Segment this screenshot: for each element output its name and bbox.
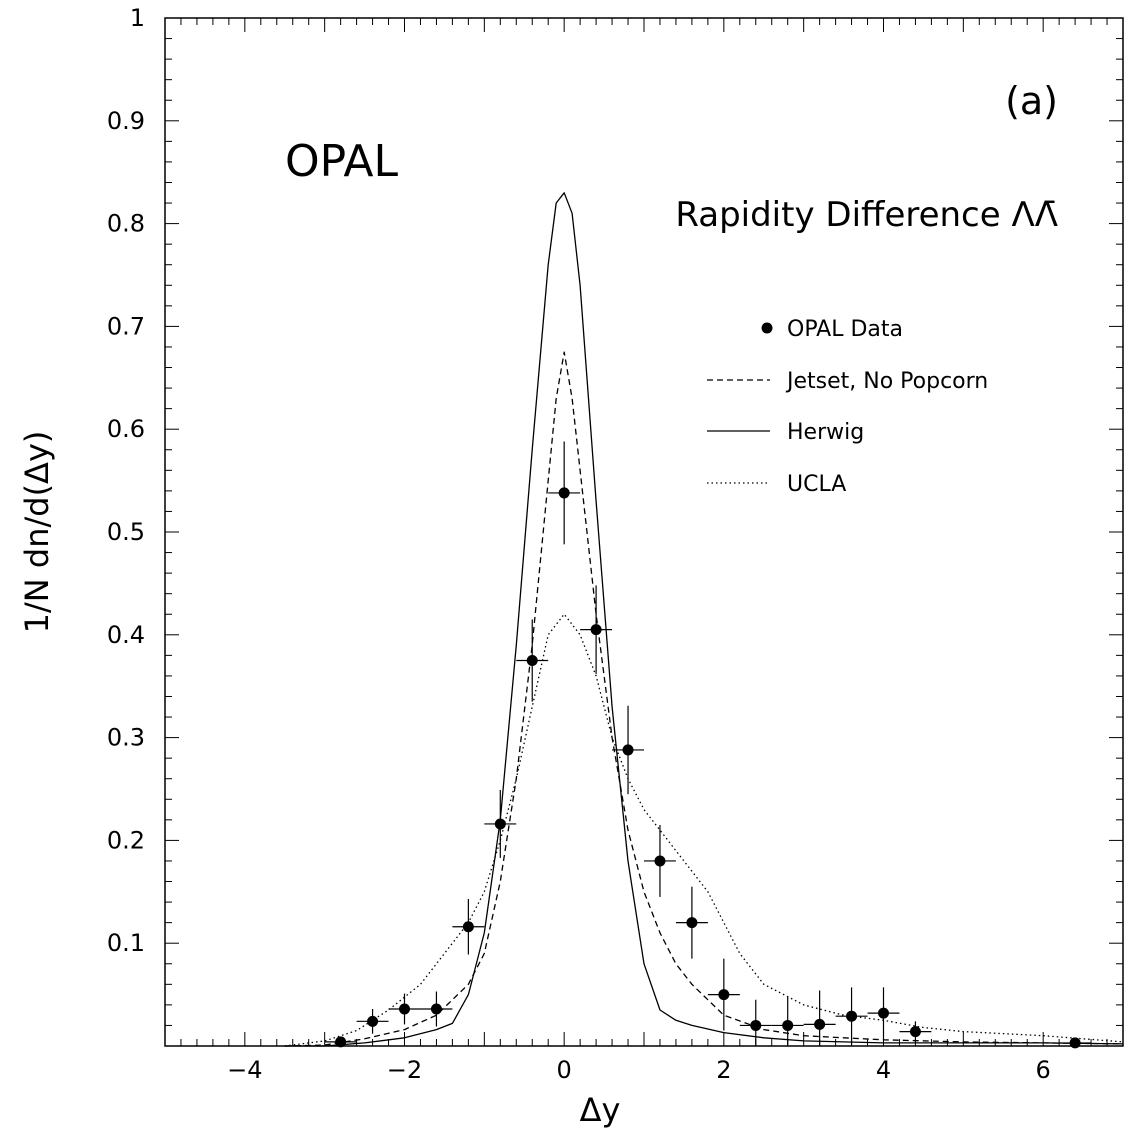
data-point [654, 855, 666, 867]
series-jetset-no-popcorn-line [284, 351, 1124, 1047]
data-point [878, 1007, 889, 1019]
y-axis-title: 1/N dn/d(Δy) [18, 431, 56, 634]
x-tick-label: 2 [716, 1056, 731, 1084]
experiment-label: OPAL [285, 136, 398, 187]
data-point [686, 917, 698, 929]
data-point [430, 1003, 442, 1015]
y-tick-label: 0.6 [107, 415, 145, 443]
data-point [782, 1019, 794, 1031]
data-point [462, 921, 474, 933]
legend: OPAL Data Jetset, No Popcorn Herwig UCLA [707, 317, 988, 497]
data-point [367, 1015, 379, 1027]
data-point [526, 655, 538, 666]
x-tick-label: 0 [557, 1056, 572, 1084]
legend-label-jetset: Jetset, No Popcorn [785, 369, 988, 394]
y-tick-label: 0.8 [107, 210, 145, 238]
x-tick-label: 6 [1036, 1056, 1051, 1084]
data-point [1069, 1037, 1081, 1049]
legend-label-herwig: Herwig [787, 420, 864, 445]
series-herwig-line [284, 192, 1124, 1047]
data-point [590, 624, 602, 636]
data-point [494, 818, 506, 830]
y-tick-label: 1 [130, 4, 145, 32]
legend-marker-data [761, 322, 773, 334]
data-point [622, 744, 634, 756]
x-tick-label: −2 [387, 1056, 422, 1084]
legend-label-data: OPAL Data [787, 317, 903, 342]
data-points [324, 441, 1092, 1049]
y-tick-label: 0.9 [107, 107, 145, 135]
y-tick-label: 0.2 [107, 826, 145, 854]
y-tick-label: 0.7 [107, 312, 145, 340]
data-point [909, 1026, 921, 1038]
tick-labels: −4 −2 0 2 4 6 0.1 0.2 0.3 0.4 0.5 0.6 0.7 0.8 0.9 1 [107, 4, 1051, 1084]
data-point [399, 1003, 410, 1015]
subtitle: Rapidity Difference ΛΛ̄ [675, 195, 1058, 235]
panel-label: (a) [1005, 79, 1058, 123]
data-point [558, 487, 570, 499]
x-axis-title: Δy [580, 1091, 621, 1129]
x-tick-label: 4 [876, 1056, 891, 1084]
y-tick-label: 0.4 [107, 621, 145, 649]
data-point [335, 1036, 347, 1048]
data-point [846, 1010, 858, 1022]
y-tick-label: 0.3 [107, 724, 145, 752]
data-point [718, 989, 730, 1001]
y-tick-label: 0.1 [107, 929, 145, 957]
series-ucla-line [284, 613, 1124, 1047]
model-curves [284, 192, 1124, 1047]
data-point [750, 1019, 762, 1031]
data-point [814, 1018, 826, 1030]
legend-label-ucla: UCLA [787, 472, 846, 497]
x-tick-label: −4 [227, 1056, 262, 1084]
y-tick-label: 0.5 [107, 518, 145, 546]
axis-ticks [164, 17, 1124, 1047]
